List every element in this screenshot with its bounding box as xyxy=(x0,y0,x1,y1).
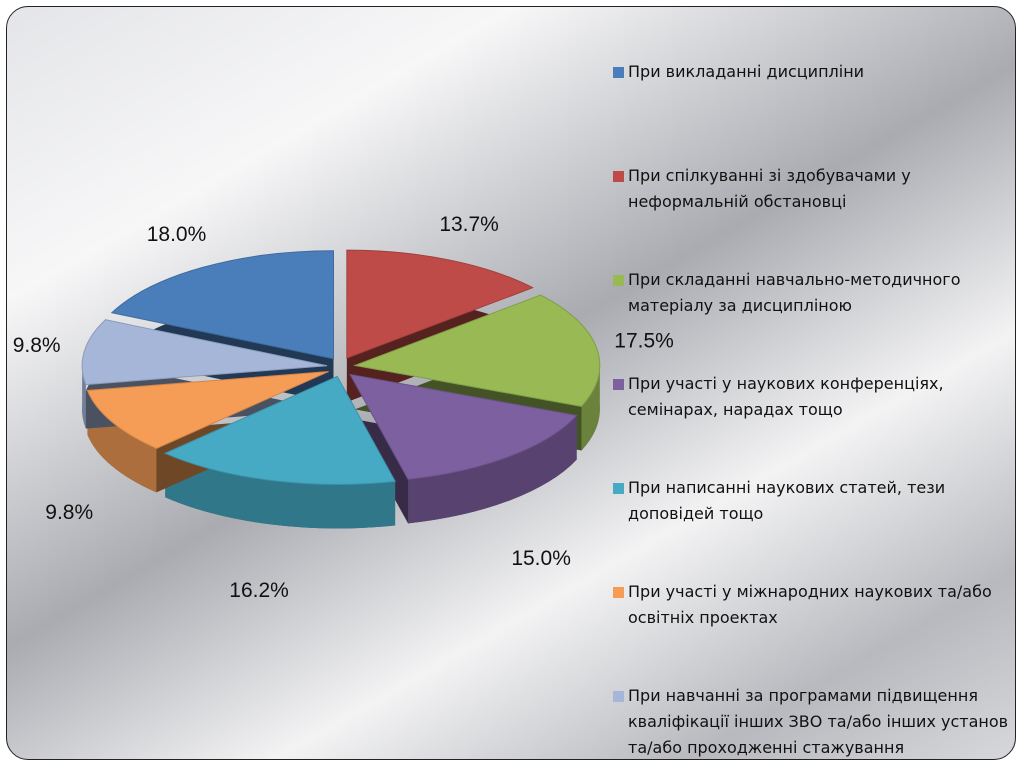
slice-wall xyxy=(408,415,577,524)
pie-chart: 18.0% 13.7% 17.5% 15.0% 16.2% 9.8% 9.8% xyxy=(13,213,674,602)
slice xyxy=(163,375,397,485)
legend-swatch xyxy=(613,67,624,78)
legend-swatch xyxy=(613,379,624,390)
data-label: 15.0% xyxy=(511,547,571,570)
slice xyxy=(81,319,328,386)
legend-swatch xyxy=(613,483,624,494)
legend-label: При написанні наукових статей, тези допо… xyxy=(628,478,946,523)
data-label: 13.7% xyxy=(439,213,499,236)
legend-label: При викладанні дисципліни xyxy=(628,62,865,81)
slice xyxy=(352,294,601,407)
legend-item: При написанні наукових статей, тези допо… xyxy=(613,475,1013,527)
slice xyxy=(110,250,334,360)
slice xyxy=(86,371,329,449)
data-label: 16.2% xyxy=(229,579,289,602)
legend-item: При навчанні за програмами підвищення кв… xyxy=(613,683,1013,759)
legend-item: При спілкуванні зі здобувачами у неформа… xyxy=(613,163,1013,215)
chart-area: 18.0% 13.7% 17.5% 15.0% 16.2% 9.8% 9.8% При ви… xyxy=(6,6,1016,760)
legend-item: При участі у міжнародних наукових та/або… xyxy=(613,579,1013,631)
slice xyxy=(349,373,578,480)
legend-label: При навчанні за програмами підвищення кв… xyxy=(628,686,1009,757)
data-label: 9.8% xyxy=(13,334,61,357)
slice xyxy=(346,249,534,359)
legend-item: При участі у наукових конференціях, семі… xyxy=(613,371,1013,423)
legend-swatch xyxy=(613,691,624,702)
data-label: 18.0% xyxy=(147,223,207,246)
legend-swatch xyxy=(613,275,624,286)
data-label: 9.8% xyxy=(45,501,93,524)
data-label: 17.5% xyxy=(614,330,674,353)
legend-label: При спілкуванні зі здобувачами у неформа… xyxy=(628,166,911,211)
legend-label: При складанні навчально-методичного мате… xyxy=(628,270,961,315)
slice-wall xyxy=(82,365,86,429)
legend-item: При викладанні дисципліни xyxy=(613,59,1013,85)
legend-swatch xyxy=(613,171,624,182)
legend-item: При складанні навчально-методичного мате… xyxy=(613,267,1013,319)
legend-label: При участі у міжнародних наукових та/або… xyxy=(628,582,992,627)
legend-swatch xyxy=(613,587,624,598)
legend-label: При участі у наукових конференціях, семі… xyxy=(628,374,944,419)
